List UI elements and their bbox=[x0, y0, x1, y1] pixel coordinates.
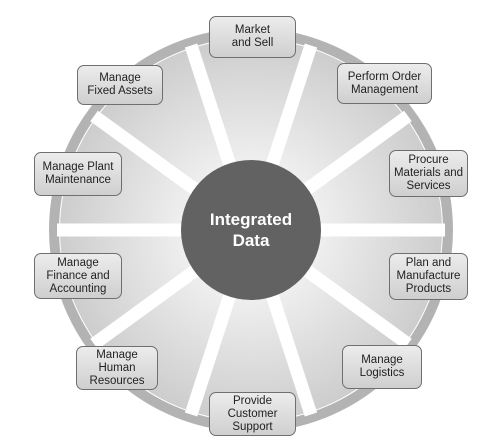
spoke-divider bbox=[90, 260, 207, 350]
process-market-and-sell[interactable]: Market and Sell bbox=[209, 16, 296, 58]
spoke-divider bbox=[184, 285, 239, 417]
process-perform-order-management[interactable]: Perform Order Management bbox=[337, 63, 432, 104]
process-procure-materials-and-services[interactable]: Procure Materials and Services bbox=[389, 150, 468, 197]
process-manage-plant-maintenance[interactable]: Manage Plant Maintenance bbox=[34, 152, 122, 196]
hub-label: Integrated Data bbox=[209, 210, 293, 250]
process-provide-customer-support[interactable]: Provide Customer Support bbox=[209, 392, 296, 436]
spoke-divider bbox=[90, 110, 207, 200]
process-manage-finance-and-accounting[interactable]: Manage Finance and Accounting bbox=[34, 253, 122, 299]
process-manage-logistics[interactable]: Manage Logistics bbox=[342, 345, 422, 389]
hub-circle bbox=[181, 160, 321, 300]
spoke-divider bbox=[295, 260, 412, 350]
spoke-divider bbox=[263, 43, 318, 175]
process-manage-fixed-assets[interactable]: Manage Fixed Assets bbox=[77, 65, 163, 105]
process-plan-and-manufacture-products[interactable]: Plan and Manufacture Products bbox=[389, 253, 468, 300]
process-manage-human-resources[interactable]: Manage Human Resources bbox=[76, 346, 158, 390]
spoke-divider bbox=[295, 110, 412, 200]
spoke-divider bbox=[184, 43, 239, 175]
spoke-divider bbox=[263, 285, 318, 417]
